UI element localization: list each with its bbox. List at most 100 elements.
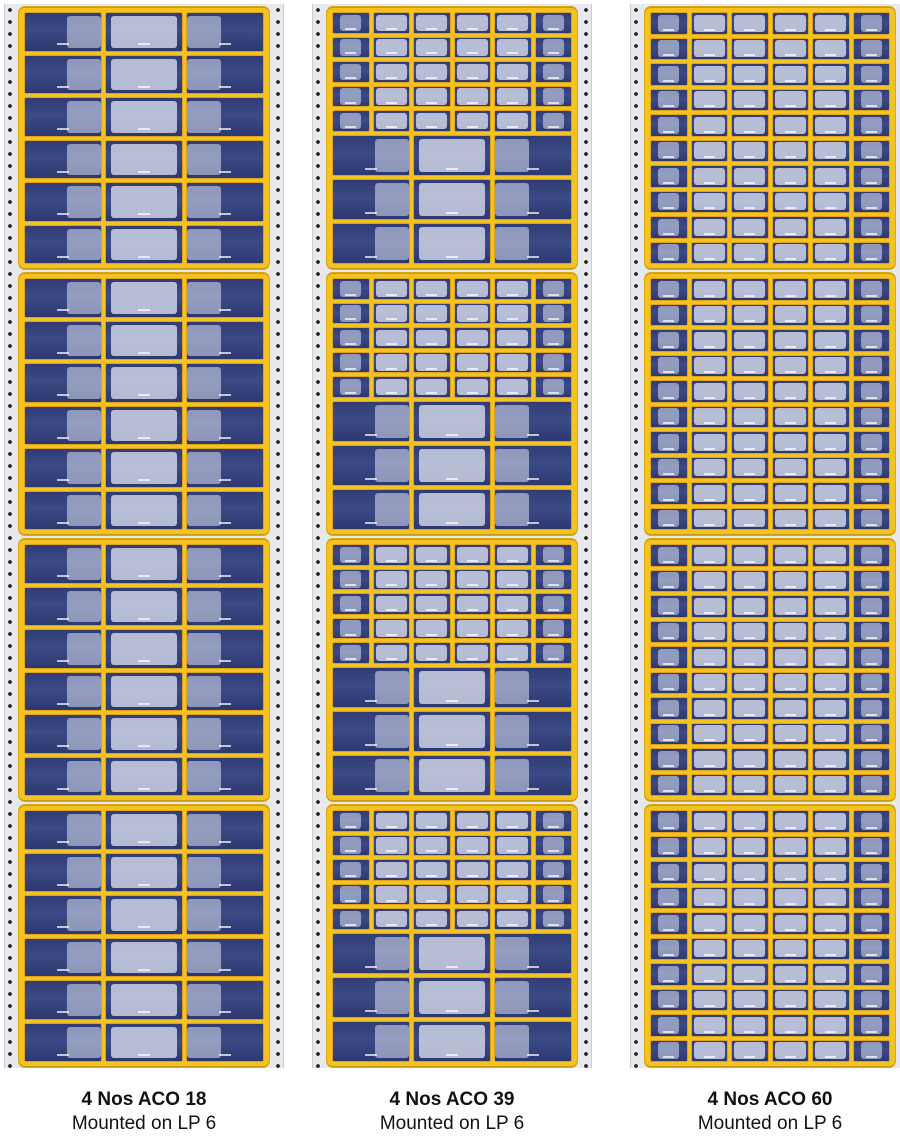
storage-drawer[interactable]	[731, 405, 769, 428]
storage-drawer[interactable]	[534, 642, 572, 664]
storage-drawer[interactable]	[332, 810, 370, 832]
storage-drawer[interactable]	[771, 835, 809, 858]
storage-drawer[interactable]	[771, 431, 809, 454]
storage-drawer[interactable]	[413, 400, 491, 442]
storage-drawer[interactable]	[852, 773, 890, 796]
storage-drawer[interactable]	[852, 507, 890, 530]
storage-drawer[interactable]	[105, 139, 183, 179]
storage-drawer[interactable]	[690, 963, 728, 986]
storage-drawer[interactable]	[731, 482, 769, 505]
storage-drawer[interactable]	[731, 114, 769, 137]
storage-drawer[interactable]	[453, 883, 491, 906]
storage-drawer[interactable]	[494, 223, 572, 265]
storage-drawer[interactable]	[186, 97, 264, 137]
storage-drawer[interactable]	[771, 329, 809, 352]
storage-drawer[interactable]	[852, 697, 890, 720]
storage-drawer[interactable]	[24, 182, 102, 222]
storage-drawer[interactable]	[650, 37, 688, 60]
storage-drawer[interactable]	[413, 278, 451, 300]
storage-drawer[interactable]	[812, 165, 850, 188]
storage-drawer[interactable]	[852, 405, 890, 428]
storage-drawer[interactable]	[852, 886, 890, 909]
storage-drawer[interactable]	[812, 216, 850, 239]
storage-drawer[interactable]	[24, 544, 102, 584]
storage-drawer[interactable]	[494, 400, 572, 442]
storage-drawer[interactable]	[771, 37, 809, 60]
storage-drawer[interactable]	[771, 216, 809, 239]
storage-drawer[interactable]	[852, 748, 890, 771]
storage-drawer[interactable]	[731, 456, 769, 479]
storage-drawer[interactable]	[690, 216, 728, 239]
storage-drawer[interactable]	[731, 697, 769, 720]
storage-drawer[interactable]	[852, 63, 890, 86]
storage-drawer[interactable]	[494, 834, 532, 857]
storage-drawer[interactable]	[812, 773, 850, 796]
storage-drawer[interactable]	[852, 861, 890, 884]
storage-drawer[interactable]	[186, 1022, 264, 1062]
storage-drawer[interactable]	[690, 748, 728, 771]
storage-drawer[interactable]	[453, 12, 491, 34]
storage-drawer[interactable]	[731, 278, 769, 301]
storage-drawer[interactable]	[771, 63, 809, 86]
storage-drawer[interactable]	[690, 620, 728, 643]
storage-drawer[interactable]	[413, 302, 451, 325]
storage-drawer[interactable]	[105, 278, 183, 318]
storage-drawer[interactable]	[731, 722, 769, 745]
storage-drawer[interactable]	[332, 85, 370, 108]
storage-drawer[interactable]	[186, 448, 264, 488]
storage-drawer[interactable]	[494, 351, 532, 374]
storage-drawer[interactable]	[690, 190, 728, 213]
storage-drawer[interactable]	[332, 178, 410, 220]
storage-drawer[interactable]	[690, 697, 728, 720]
storage-drawer[interactable]	[372, 376, 410, 398]
storage-drawer[interactable]	[852, 1014, 890, 1037]
storage-drawer[interactable]	[105, 671, 183, 711]
storage-drawer[interactable]	[650, 810, 688, 833]
storage-drawer[interactable]	[690, 303, 728, 326]
storage-drawer[interactable]	[812, 569, 850, 592]
storage-drawer[interactable]	[534, 12, 572, 34]
storage-drawer[interactable]	[332, 859, 370, 881]
storage-drawer[interactable]	[372, 859, 410, 881]
storage-drawer[interactable]	[372, 36, 410, 59]
storage-drawer[interactable]	[650, 912, 688, 935]
storage-drawer[interactable]	[771, 278, 809, 301]
storage-drawer[interactable]	[690, 861, 728, 884]
storage-drawer[interactable]	[494, 302, 532, 325]
storage-drawer[interactable]	[494, 85, 532, 108]
storage-drawer[interactable]	[372, 302, 410, 325]
storage-drawer[interactable]	[812, 861, 850, 884]
storage-drawer[interactable]	[453, 110, 491, 132]
storage-drawer[interactable]	[731, 431, 769, 454]
storage-drawer[interactable]	[812, 139, 850, 162]
storage-drawer[interactable]	[534, 351, 572, 374]
storage-drawer[interactable]	[650, 431, 688, 454]
storage-drawer[interactable]	[771, 456, 809, 479]
storage-drawer[interactable]	[413, 834, 451, 857]
storage-drawer[interactable]	[852, 456, 890, 479]
storage-drawer[interactable]	[852, 431, 890, 454]
storage-drawer[interactable]	[690, 165, 728, 188]
storage-drawer[interactable]	[852, 620, 890, 643]
storage-drawer[interactable]	[105, 320, 183, 360]
storage-drawer[interactable]	[690, 886, 728, 909]
storage-drawer[interactable]	[186, 278, 264, 318]
storage-drawer[interactable]	[650, 190, 688, 213]
storage-drawer[interactable]	[852, 88, 890, 111]
storage-drawer[interactable]	[332, 710, 410, 752]
storage-drawer[interactable]	[690, 354, 728, 377]
storage-drawer[interactable]	[453, 61, 491, 83]
storage-drawer[interactable]	[105, 54, 183, 94]
storage-drawer[interactable]	[731, 861, 769, 884]
storage-drawer[interactable]	[731, 835, 769, 858]
storage-drawer[interactable]	[453, 810, 491, 832]
storage-drawer[interactable]	[534, 61, 572, 83]
storage-drawer[interactable]	[650, 88, 688, 111]
storage-drawer[interactable]	[494, 710, 572, 752]
storage-drawer[interactable]	[650, 216, 688, 239]
storage-drawer[interactable]	[690, 431, 728, 454]
storage-drawer[interactable]	[650, 354, 688, 377]
storage-drawer[interactable]	[650, 482, 688, 505]
storage-drawer[interactable]	[731, 354, 769, 377]
storage-drawer[interactable]	[24, 320, 102, 360]
